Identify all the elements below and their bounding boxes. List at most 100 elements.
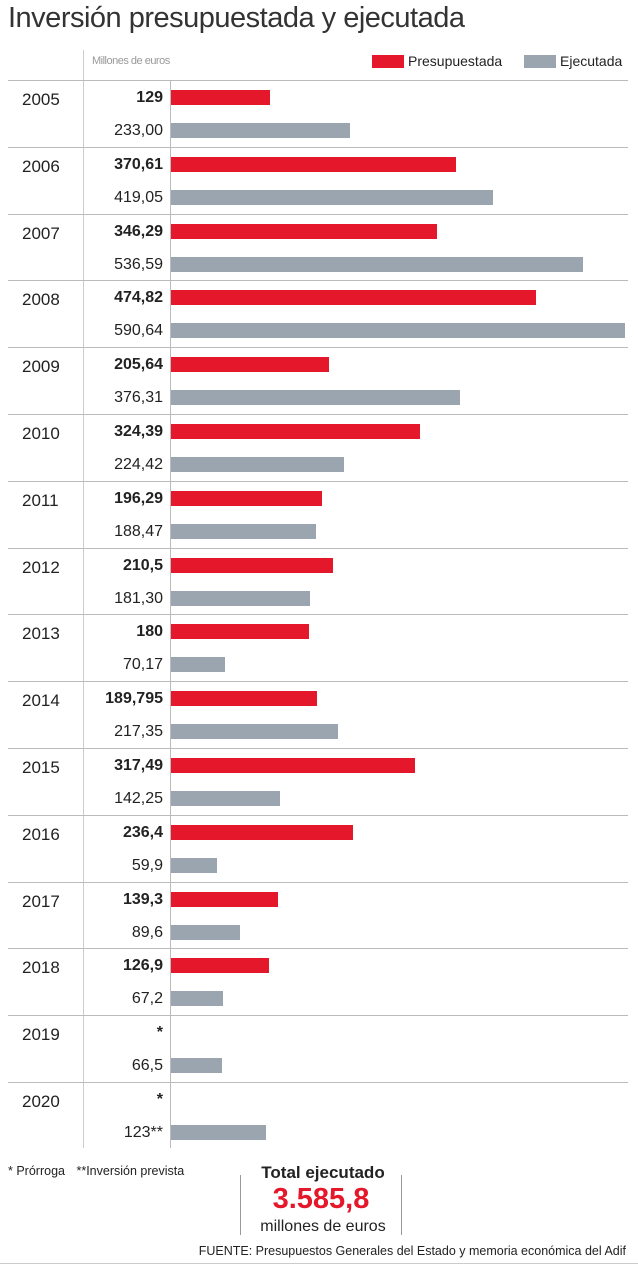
presupuestada-bar — [171, 958, 269, 974]
presupuestada-bar — [171, 357, 330, 373]
presupuestada-bar — [171, 223, 438, 239]
ejecutada-bar — [171, 457, 344, 472]
source-note: FUENTE: Presupuestos Generales del Estad… — [198, 1244, 626, 1258]
legend-label: Presupuestada — [408, 53, 503, 69]
presupuestada-value-label: * — [156, 1024, 163, 1042]
presupuestada-bar — [171, 290, 536, 306]
year-row-2013: 2013 180 70,17 — [8, 614, 628, 682]
presupuestada-value-label: 205,64 — [114, 356, 163, 374]
ejecutada-bar — [171, 390, 461, 406]
presupuestada-value-label: 180 — [136, 623, 163, 641]
ejecutada-bar — [171, 791, 281, 806]
presupuestada-value-label: 474,82 — [114, 289, 163, 307]
ejecutada-bar — [171, 991, 223, 1007]
presupuestada-value-label: 189,795 — [105, 690, 163, 708]
note-prevista: **Inversión prevista — [76, 1164, 185, 1178]
presupuestada-value-label: 346,29 — [114, 222, 163, 240]
year-label: 2006 — [22, 156, 60, 176]
presupuestada-bar — [171, 891, 279, 907]
ejecutada-bar — [171, 724, 339, 740]
presupuestada-value-label: 126,9 — [122, 957, 163, 975]
year-row-2007: 2007 346,29 536,59 — [8, 213, 628, 282]
presupuestada-value-label: 324,39 — [114, 423, 163, 440]
ejecutada-bar — [171, 924, 240, 940]
ejecutada-bar — [171, 256, 584, 272]
presupuestada-value-label: 210,5 — [122, 556, 163, 574]
ejecutada-bar — [171, 657, 225, 673]
year-label: 2008 — [22, 290, 60, 310]
ejecutada-bar — [171, 1058, 223, 1074]
ejecutada-value-label: 419,05 — [114, 188, 163, 206]
presupuestada-bar — [171, 557, 333, 573]
ejecutada-value-label: 590,64 — [114, 322, 163, 340]
presupuestada-bar — [171, 624, 310, 640]
year-row-2010: 2010 324,39 224,42 — [8, 414, 628, 482]
total-label: Total ejecutado — [250, 1163, 396, 1183]
presupuestada-value-label: 317,49 — [114, 757, 163, 774]
ejecutada-value-label: 376,31 — [114, 389, 163, 407]
legend-swatch — [524, 54, 556, 68]
ejecutada-bar — [171, 590, 311, 606]
presupuestada-value-label: 196,29 — [114, 489, 163, 507]
year-row-2008: 2008 474,82 590,64 — [8, 280, 628, 348]
presupuestada-value-label: 370,61 — [114, 155, 163, 173]
legend-label: Ejecutada — [560, 53, 623, 69]
ejecutada-value-label: 66,5 — [131, 1057, 163, 1075]
legend-ejecutada: Ejecutada — [524, 53, 622, 69]
presupuestada-bar — [171, 90, 271, 105]
ejecutada-value-label: 188,47 — [114, 522, 163, 540]
column-divider — [83, 50, 84, 1148]
presupuestada-bar — [171, 424, 421, 439]
ejecutada-value-label: 123** — [123, 1124, 163, 1141]
note-prorroga: * Prórroga — [8, 1164, 65, 1178]
presupuestada-bar — [171, 490, 322, 506]
year-label: 2007 — [22, 223, 60, 243]
year-label: 2014 — [22, 691, 60, 711]
year-label: 2018 — [22, 958, 60, 978]
ejecutada-value-label: 59,9 — [131, 856, 163, 874]
year-row-2017: 2017 139,3 89,6 — [8, 881, 628, 950]
presupuestada-bar — [171, 758, 416, 773]
presupuestada-value-label: 139,3 — [122, 890, 163, 908]
footnotes: * Prórroga **Inversión prevista — [8, 1164, 184, 1178]
year-row-2012: 2012 210,5 181,30 — [8, 547, 628, 616]
bottom-rule — [0, 1263, 638, 1264]
year-label: 2017 — [22, 891, 60, 911]
ejecutada-value-label: 142,25 — [114, 790, 163, 807]
presupuestada-bar — [171, 691, 317, 707]
year-label: 2005 — [22, 90, 60, 109]
ejecutada-value-label: 536,59 — [114, 255, 163, 273]
year-row-2014: 2014 189,795 217,35 — [8, 681, 628, 749]
ejecutada-bar — [171, 1125, 266, 1140]
presupuestada-bar — [171, 156, 456, 172]
ejecutada-bar — [171, 323, 625, 339]
year-label: 2011 — [22, 490, 59, 510]
total-value: 3.585,8 — [272, 1183, 370, 1215]
year-row-2005: 2005 129 233,00 — [8, 80, 628, 148]
chart-title: Inversión presupuestada y ejecutada — [8, 2, 465, 34]
legend-swatch — [372, 54, 404, 68]
ejecutada-bar — [171, 123, 351, 138]
total-unit: millones de euros — [250, 1218, 396, 1236]
ejecutada-bar — [171, 523, 316, 539]
ejecutada-value-label: 181,30 — [114, 589, 163, 607]
ejecutada-value-label: 89,6 — [131, 923, 163, 941]
ejecutada-value-label: 217,35 — [114, 723, 163, 741]
year-row-2009: 2009 205,64 376,31 — [8, 347, 628, 415]
bar-axis — [170, 80, 171, 1148]
year-label: 2019 — [22, 1025, 60, 1045]
presupuestada-bar — [171, 824, 353, 840]
year-row-2011: 2011 196,29 188,47 — [8, 480, 628, 549]
year-row-2020: 2020 * 123** — [8, 1082, 628, 1150]
ejecutada-bar — [171, 189, 494, 205]
ejecutada-value-label: 233,00 — [114, 122, 163, 139]
year-label: 2016 — [22, 824, 60, 844]
year-label: 2020 — [22, 1092, 60, 1111]
year-label: 2015 — [22, 758, 60, 777]
presupuestada-value-label: * — [156, 1091, 163, 1108]
year-label: 2013 — [22, 624, 60, 644]
total-box — [240, 1175, 402, 1235]
unit-label: Millones de euros — [92, 55, 170, 67]
ejecutada-value-label: 224,42 — [114, 456, 163, 473]
year-label: 2009 — [22, 357, 60, 377]
